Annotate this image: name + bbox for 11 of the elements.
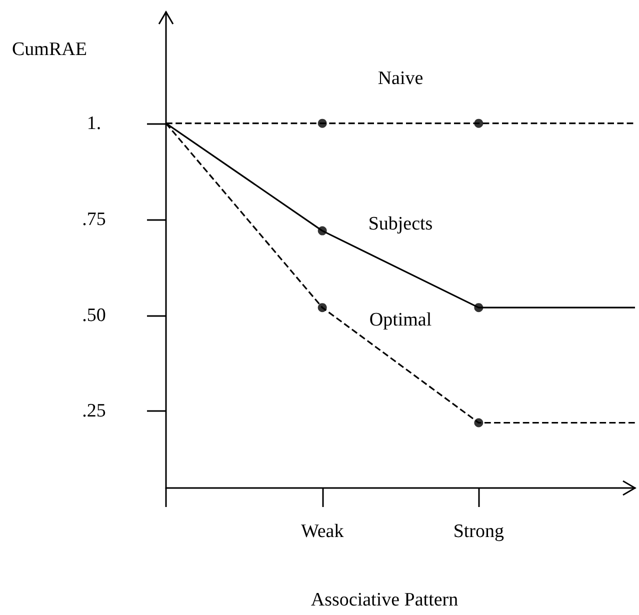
series-label: Optimal — [369, 310, 432, 331]
y-tick-label: 1. — [86, 112, 102, 134]
series-label: Subjects — [368, 214, 433, 235]
x-tick-label: Strong — [453, 521, 504, 542]
y-tick-label: .25 — [82, 400, 106, 422]
y-tick-label: .50 — [82, 304, 106, 326]
y-tick-label: .75 — [82, 208, 106, 230]
x-axis-title: Associative Pattern — [310, 590, 459, 610]
y-axis-title: CumRAE — [12, 39, 87, 60]
series-label: Naive — [378, 68, 424, 89]
x-tick-label: Weak — [300, 521, 344, 542]
